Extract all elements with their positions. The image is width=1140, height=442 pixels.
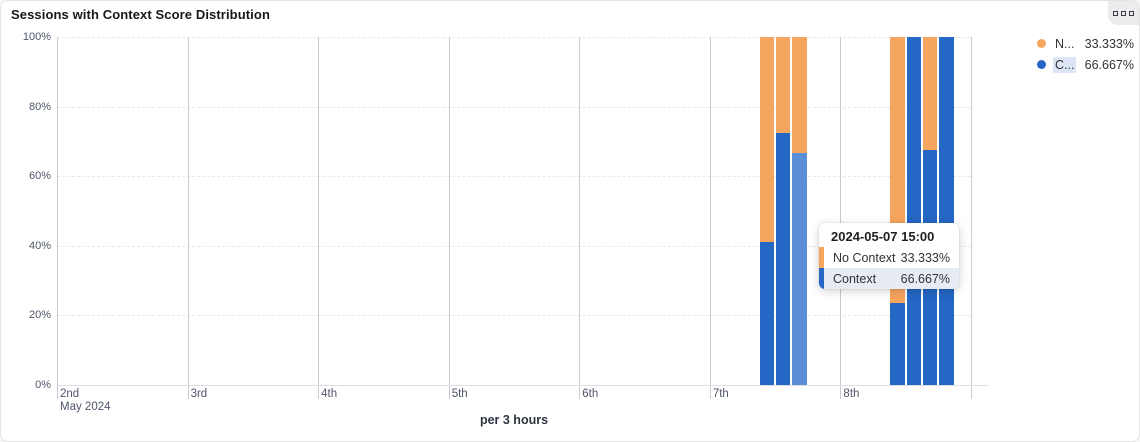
bar-segment-context[interactable] <box>776 132 791 385</box>
y-gridline <box>57 106 971 108</box>
bar-segment-context[interactable] <box>890 303 905 385</box>
legend-swatch-icon <box>1037 60 1046 69</box>
tooltip-rows: No Context 33.333% Context 66.667% <box>819 247 959 289</box>
legend-value: 66.667% <box>1084 57 1134 72</box>
tooltip-title: 2024-05-07 15:00 <box>831 229 935 244</box>
tooltip-series-label: No Context <box>833 250 896 265</box>
legend-label: N... <box>1055 36 1075 51</box>
plot-area: 0% 20% 40% 60% 80% 100% 2nd May 2024 3rd 4th 5th 6t… <box>23 31 989 413</box>
x-axis-tick-label: 6th <box>582 388 599 400</box>
y-axis-tick-label: 20% <box>28 309 51 322</box>
y-gridline <box>57 37 971 38</box>
legend-item[interactable]: N... 33.333% <box>1037 33 1134 54</box>
x-gridline <box>579 37 581 399</box>
x-axis-tick-label: 3rd <box>190 388 208 400</box>
y-gridline <box>57 176 971 178</box>
chart-title: Sessions with Context Score Distribution <box>11 7 270 22</box>
chart-options-button[interactable] <box>1108 1 1139 25</box>
x-axis-tick-label: 8th <box>843 388 860 400</box>
stacked-bar-2024-05-07-12:00[interactable] <box>776 37 791 385</box>
x-gridline <box>187 37 189 399</box>
y-axis-tick-label: 60% <box>28 170 51 183</box>
bar-segment-context[interactable] <box>939 37 954 385</box>
y-axis-tick-label: 40% <box>28 239 51 252</box>
stacked-bar-2024-05-08-18:00[interactable] <box>939 37 954 385</box>
bar-segment-context[interactable] <box>792 152 807 385</box>
tooltip-series-value: 33.333% <box>900 250 950 265</box>
y-axis-tick-label: 100% <box>22 31 51 43</box>
stacked-bar-2024-05-07-09:00[interactable] <box>759 37 775 385</box>
grid-dots-icon <box>1129 10 1134 16</box>
legend-label: C... <box>1053 56 1077 73</box>
x-gridline <box>448 37 450 399</box>
x-axis-line <box>57 385 989 386</box>
x-gridline <box>840 37 842 399</box>
chart-tooltip: 2024-05-07 15:00 No Context 33.333% Contex… <box>819 223 959 289</box>
y-gridline <box>57 315 971 317</box>
stacked-bar-2024-05-07-15:00[interactable] <box>792 37 807 385</box>
grid-dots-icon <box>1113 10 1118 16</box>
tooltip-series-strip <box>819 268 824 289</box>
stacked-bar-2024-05-08-12:00[interactable] <box>906 37 922 385</box>
stacked-bar-2024-05-08-09:00[interactable] <box>890 37 905 385</box>
stacked-bar-2024-05-08-15:00[interactable] <box>923 37 938 385</box>
bar-segment-no-context[interactable] <box>759 37 775 243</box>
bar-segment-no-context[interactable] <box>923 37 938 151</box>
x-gridline <box>318 37 320 399</box>
y-axis-tick-label: 80% <box>28 100 51 113</box>
tooltip-series-value: 66.667% <box>900 271 950 286</box>
legend-item[interactable]: C... 66.667% <box>1037 54 1134 75</box>
grid-dots-icon <box>1121 10 1126 16</box>
bar-segment-no-context[interactable] <box>792 37 807 153</box>
x-axis-month-label: May 2024 <box>60 401 111 413</box>
bar-segment-context[interactable] <box>759 242 775 385</box>
x-axis-tick-label: 5th <box>451 388 468 400</box>
x-gridline <box>709 37 711 399</box>
x-axis-tick-label: 7th <box>712 388 729 400</box>
x-axis-tick-label: 2nd May 2024 <box>60 388 111 413</box>
bar-segment-no-context[interactable] <box>776 37 791 133</box>
legend-value: 33.333% <box>1084 36 1134 51</box>
y-axis-tick-label: 0% <box>35 379 51 391</box>
tooltip-row: No Context 33.333% <box>819 247 959 268</box>
x-gridline <box>57 37 58 399</box>
tooltip-series-strip <box>819 247 824 268</box>
bar-segment-context[interactable] <box>906 37 922 385</box>
tooltip-series-label: Context <box>833 271 877 286</box>
x-gridline <box>971 37 972 399</box>
legend-swatch-icon <box>1037 39 1046 48</box>
x-axis-title: per 3 hours <box>479 413 549 427</box>
x-axis-tick-label: 4th <box>321 388 338 400</box>
y-gridline <box>57 245 971 247</box>
tooltip-row: Context 66.667% <box>819 268 959 289</box>
legend: N... 33.333% C... 66.667% <box>1037 33 1134 75</box>
